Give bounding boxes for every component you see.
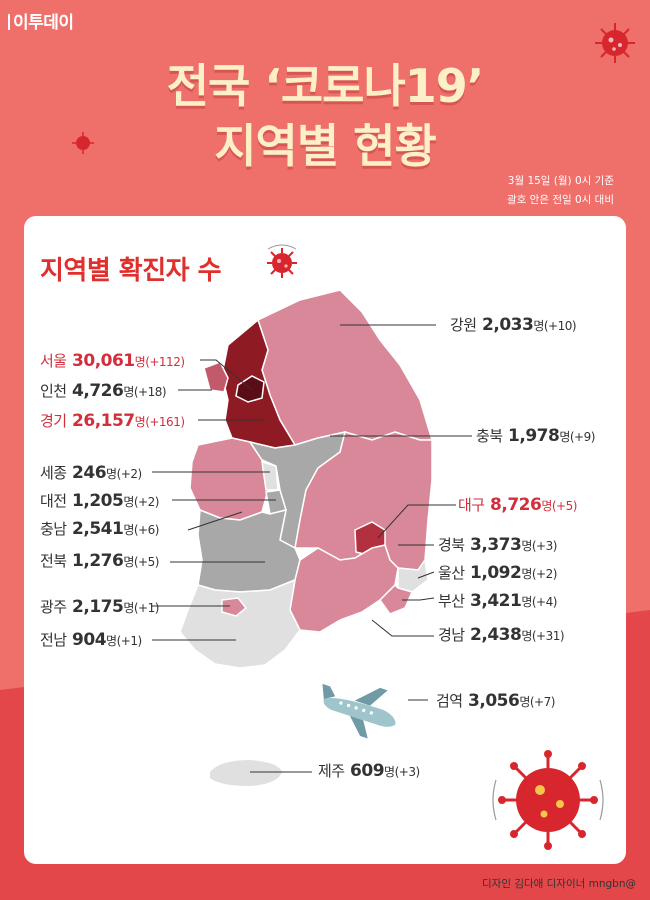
- page-title-line2: 지역별 현황: [214, 119, 437, 173]
- virus-icon: [72, 132, 94, 154]
- label-busan: 부산 3,421명(+4): [438, 591, 557, 611]
- region-busan: [379, 583, 414, 615]
- region-jeonnam: [179, 578, 301, 669]
- label-daegu: 대구 8,726명(+5): [458, 495, 577, 515]
- label-gangwon: 강원 2,033명(+10): [450, 315, 577, 335]
- label-chungbuk: 충북 1,978명(+9): [476, 426, 595, 446]
- region-incheon: [203, 361, 229, 393]
- label-gwangju: 광주 2,175명(+1): [40, 597, 159, 617]
- region-gangwon: [257, 289, 434, 446]
- design-credit: 디자인 김다애 디자이너 mngbn@: [482, 878, 636, 890]
- label-daejeon: 대전 1,205명(+2): [40, 491, 159, 511]
- virus-icon: [595, 23, 635, 63]
- label-jeonnam: 전남 904명(+1): [40, 630, 142, 650]
- publisher-logo: 이투데이: [8, 8, 74, 33]
- label-seoul: 서울 30,061명(+112): [40, 351, 185, 371]
- region-jeju: [210, 760, 282, 786]
- virus-icon: [267, 244, 297, 278]
- label-gyeongbuk: 경북 3,373명(+3): [438, 535, 557, 555]
- label-jeonbuk: 전북 1,276명(+5): [40, 551, 159, 571]
- label-gyeongnam: 경남 2,438명(+31): [438, 625, 565, 645]
- basis-date: 3월 15일 (월) 0시 기준: [507, 175, 614, 187]
- basis-note: 괄호 안은 전일 0시 대비: [507, 194, 614, 206]
- virus-icon: [492, 750, 604, 850]
- section-title: 지역별 확진자 수: [40, 256, 222, 286]
- label-chungnam: 충남 2,541명(+6): [40, 519, 159, 539]
- label-ulsan: 울산 1,092명(+2): [438, 563, 557, 583]
- region-gwangju: [221, 597, 248, 617]
- label-quarantine: 검역 3,056명(+7): [436, 691, 555, 711]
- label-sejong: 세종 246명(+2): [40, 463, 142, 483]
- label-jeju: 제주 609명(+3): [318, 761, 420, 781]
- airplane-icon: [322, 683, 396, 739]
- label-incheon: 인천 4,726명(+18): [40, 381, 167, 401]
- label-gyeonggi: 경기 26,157명(+161): [40, 411, 185, 431]
- leader-lines: [152, 324, 472, 773]
- page-title-line1: 전국 ‘코로나19’: [166, 59, 485, 113]
